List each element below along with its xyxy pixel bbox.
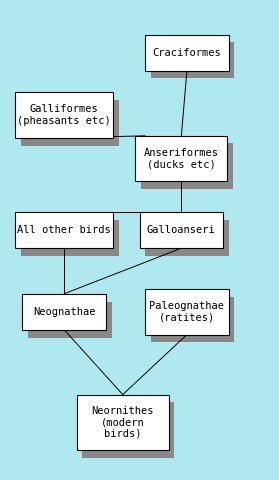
Text: Neognathae: Neognathae — [33, 307, 95, 317]
FancyBboxPatch shape — [135, 135, 227, 181]
FancyBboxPatch shape — [77, 395, 169, 450]
FancyBboxPatch shape — [28, 302, 112, 338]
FancyBboxPatch shape — [145, 35, 229, 71]
FancyBboxPatch shape — [15, 92, 113, 138]
Text: Paleognathae
(ratites): Paleognathae (ratites) — [150, 301, 224, 323]
FancyBboxPatch shape — [151, 297, 234, 343]
Text: Neornithes
(modern
birds): Neornithes (modern birds) — [92, 406, 154, 439]
FancyBboxPatch shape — [151, 43, 234, 79]
FancyBboxPatch shape — [15, 212, 113, 249]
FancyBboxPatch shape — [22, 294, 106, 330]
FancyBboxPatch shape — [141, 143, 233, 189]
FancyBboxPatch shape — [21, 100, 119, 146]
Text: Galloanseri: Galloanseri — [147, 226, 216, 235]
Text: Craciformes: Craciformes — [153, 48, 221, 58]
Text: Anseriformes
(ducks etc): Anseriformes (ducks etc) — [144, 147, 219, 169]
FancyBboxPatch shape — [145, 220, 229, 256]
Text: Galliformes
(pheasants etc): Galliformes (pheasants etc) — [17, 104, 111, 126]
Text: All other birds: All other birds — [17, 226, 111, 235]
FancyBboxPatch shape — [145, 289, 229, 335]
FancyBboxPatch shape — [82, 402, 174, 458]
FancyBboxPatch shape — [140, 212, 223, 249]
FancyBboxPatch shape — [21, 220, 119, 256]
